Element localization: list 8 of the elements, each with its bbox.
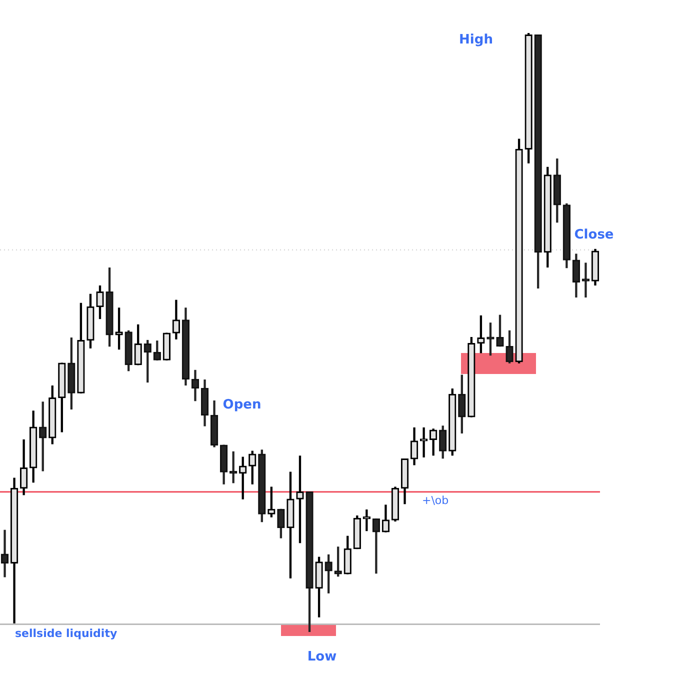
annotation: Close [574, 227, 614, 242]
annotation: Open [222, 397, 262, 412]
candlestick [0, 530, 9, 578]
candlestick [582, 262, 590, 298]
annotation: High [459, 32, 493, 48]
ref-line-label: sellside liquidity [15, 626, 118, 640]
text: Low [307, 649, 337, 664]
ref-line-label: +\ob [422, 494, 449, 507]
